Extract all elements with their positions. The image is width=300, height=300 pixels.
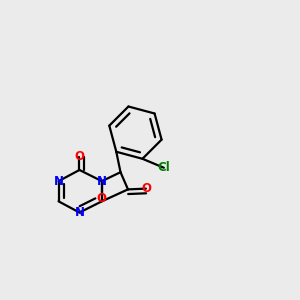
Text: N: N (54, 175, 64, 188)
Text: Cl: Cl (158, 161, 170, 174)
Text: O: O (97, 192, 107, 206)
Text: O: O (141, 182, 151, 195)
Text: O: O (74, 150, 85, 163)
Text: N: N (74, 206, 85, 219)
Text: N: N (97, 175, 107, 188)
